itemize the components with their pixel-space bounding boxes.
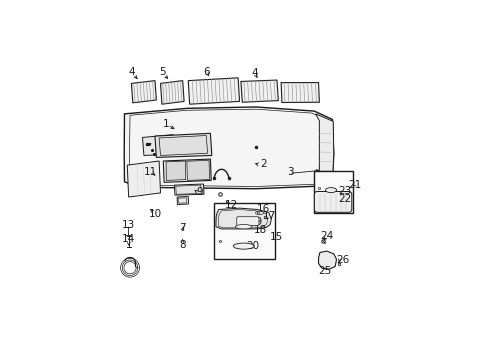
Text: 15: 15 [269, 232, 283, 242]
Text: 12: 12 [224, 201, 237, 210]
Text: 24: 24 [320, 231, 333, 242]
Text: 19: 19 [249, 217, 262, 227]
Text: 2: 2 [259, 159, 266, 169]
Polygon shape [131, 81, 156, 103]
Ellipse shape [233, 243, 254, 249]
Text: 26: 26 [336, 255, 349, 265]
FancyBboxPatch shape [313, 171, 352, 213]
Polygon shape [142, 135, 174, 156]
Text: 21: 21 [347, 180, 361, 190]
Text: 16: 16 [256, 204, 269, 214]
Text: 9: 9 [196, 186, 202, 197]
Text: 23: 23 [338, 186, 351, 196]
Text: 6: 6 [203, 67, 209, 77]
Text: 4: 4 [251, 68, 258, 78]
Polygon shape [186, 160, 209, 180]
Ellipse shape [325, 188, 336, 193]
Polygon shape [241, 80, 278, 102]
Polygon shape [163, 159, 211, 183]
Polygon shape [174, 184, 203, 195]
Text: 14: 14 [121, 234, 134, 244]
Polygon shape [160, 81, 183, 104]
Polygon shape [155, 133, 211, 157]
Text: 17: 17 [262, 211, 276, 221]
Polygon shape [281, 82, 319, 103]
Polygon shape [166, 161, 185, 180]
Ellipse shape [235, 225, 251, 229]
Polygon shape [315, 114, 333, 186]
Polygon shape [124, 107, 333, 189]
Polygon shape [188, 78, 239, 104]
Text: 25: 25 [318, 266, 331, 276]
Text: 22: 22 [338, 194, 351, 204]
FancyBboxPatch shape [213, 203, 274, 259]
Text: 8: 8 [179, 240, 185, 250]
Text: 10: 10 [148, 209, 161, 219]
FancyBboxPatch shape [314, 192, 351, 212]
Text: 11: 11 [144, 167, 157, 177]
Text: 4: 4 [129, 67, 135, 77]
Polygon shape [318, 251, 336, 269]
Text: 7: 7 [179, 222, 185, 233]
Text: 3: 3 [287, 167, 293, 177]
Text: 18: 18 [253, 225, 266, 235]
Text: 5: 5 [159, 67, 165, 77]
Polygon shape [216, 208, 271, 229]
Polygon shape [127, 161, 160, 197]
Ellipse shape [257, 211, 263, 215]
Text: 20: 20 [245, 241, 259, 251]
Polygon shape [177, 197, 188, 204]
Text: 13: 13 [121, 220, 134, 230]
FancyBboxPatch shape [236, 217, 259, 226]
Text: 1: 1 [163, 118, 169, 129]
